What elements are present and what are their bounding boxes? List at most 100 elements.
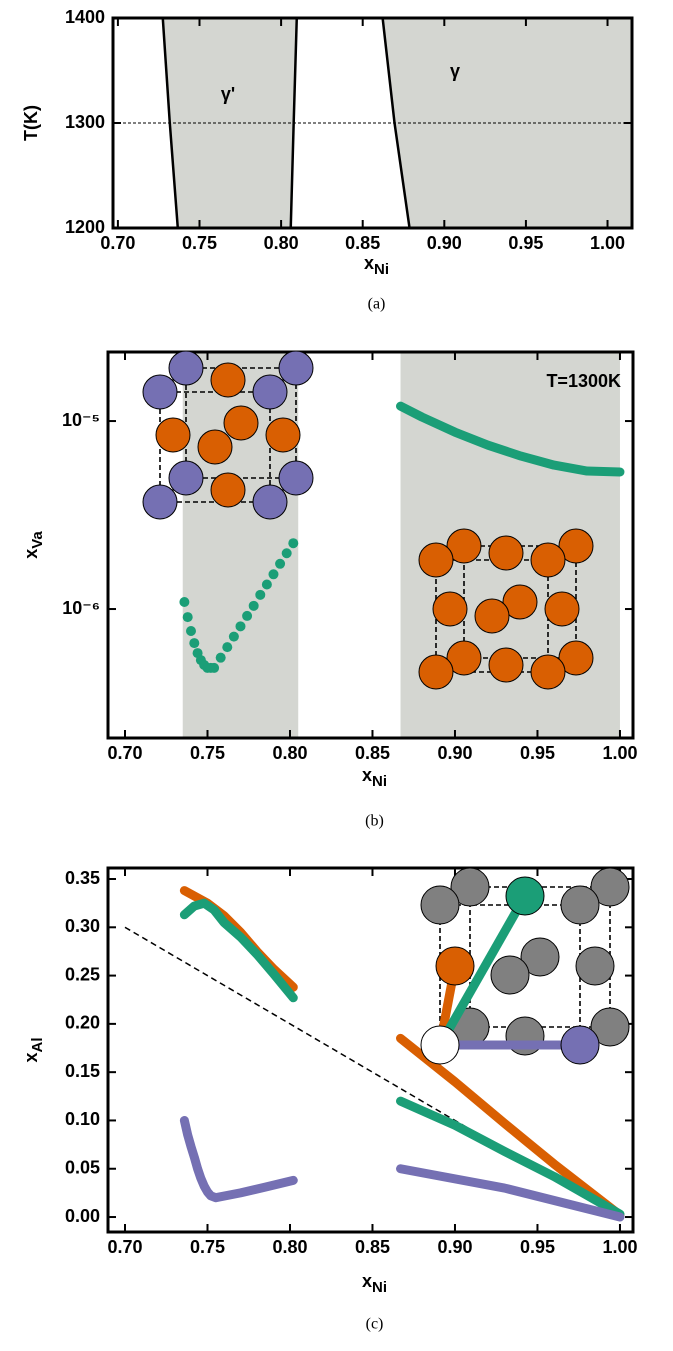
series-line [396, 1096, 625, 1219]
atom [168, 460, 204, 496]
data-point [182, 612, 193, 623]
axis-label: xVa [21, 531, 46, 559]
caption: (b) [365, 813, 384, 830]
crystal-inset [420, 867, 630, 1065]
atom [502, 584, 538, 620]
atom [590, 1007, 630, 1047]
axis-label-main: x [362, 1271, 372, 1291]
cell-edge [269, 477, 297, 503]
data-point [179, 596, 190, 607]
atom [252, 484, 288, 520]
y-tick-label: 0.30 [65, 916, 100, 936]
reference-line [124, 926, 621, 1218]
x-tick-label: 1.00 [602, 1237, 637, 1257]
atom [142, 374, 178, 410]
y-tick-label: 0.20 [65, 1013, 100, 1033]
atom [558, 640, 594, 676]
axis-label-main: x [21, 549, 41, 559]
atom [560, 1025, 600, 1065]
atom [197, 429, 233, 465]
x-tick-label: 0.90 [437, 1237, 472, 1257]
atom [435, 946, 475, 986]
x-tick-label: 0.75 [190, 743, 225, 763]
y-tick-label: 0.00 [65, 1206, 100, 1226]
data-point [228, 631, 239, 642]
caption: (c) [366, 1316, 384, 1333]
atom [490, 955, 530, 995]
x-tick-label: 0.80 [272, 1237, 307, 1257]
data-point [255, 589, 266, 600]
atom [265, 417, 301, 453]
x-tick-label: 0.75 [190, 1237, 225, 1257]
crystal-inset [142, 350, 314, 520]
x-tick-label: 1.00 [590, 233, 625, 253]
series-line [396, 1164, 625, 1222]
plot-frame [106, 350, 635, 740]
axis-label-main: x [364, 253, 374, 273]
atom [432, 591, 468, 627]
axis-label-sub: Va [29, 531, 46, 549]
x-tick-label: 0.70 [107, 743, 142, 763]
plot-area [113, 18, 632, 228]
plot-frame [106, 866, 635, 1234]
atom [155, 417, 191, 453]
data-point [189, 638, 200, 649]
atom [590, 867, 630, 907]
y-tick-label: 10⁻⁶ [62, 598, 100, 618]
atom [488, 535, 524, 571]
series-line [179, 1115, 298, 1203]
x-tick-label: 0.85 [355, 1237, 390, 1257]
atom [252, 374, 288, 410]
atom [278, 460, 314, 496]
atom [450, 867, 490, 907]
x-tick-label: 0.85 [355, 743, 390, 763]
atom [446, 640, 482, 676]
crystal-inset [418, 528, 594, 690]
phase-label: γ' [221, 84, 235, 104]
data-point [222, 642, 233, 653]
phase-region [382, 18, 632, 228]
y-tick-label: 0.35 [65, 868, 100, 888]
atom [418, 542, 454, 578]
atom [560, 885, 600, 925]
data-point [281, 548, 292, 559]
y-tick-label: 0.05 [65, 1157, 100, 1177]
series-line [179, 898, 298, 1003]
x-tick-label: 0.80 [272, 743, 307, 763]
x-tick-label: 0.90 [437, 743, 472, 763]
atom [420, 1025, 460, 1065]
axis-label-main: x [362, 765, 372, 785]
atom [446, 528, 482, 564]
x-tick-label: 0.70 [107, 1237, 142, 1257]
axis-label: xNi [362, 1271, 387, 1296]
y-tick-label: 1200 [65, 217, 105, 237]
bond [436, 893, 529, 1048]
plot-area [124, 926, 621, 1218]
data-point [268, 569, 279, 580]
atom [278, 350, 314, 386]
series-line [396, 1033, 625, 1220]
axis-label-sub: Ni [372, 773, 387, 790]
atom [488, 647, 524, 683]
atom [530, 654, 566, 690]
axis-label: xAl [21, 1037, 46, 1062]
data-point [248, 600, 259, 611]
atom [142, 484, 178, 520]
data-point [215, 652, 226, 663]
cell-edge [269, 367, 297, 393]
data-point [275, 558, 286, 569]
x-tick-label: 0.95 [508, 233, 543, 253]
axis-label: T(K) [21, 105, 41, 141]
cell-edge [159, 477, 187, 503]
x-tick-label: 0.70 [100, 233, 135, 253]
y-tick-label: 1300 [65, 112, 105, 132]
axis-label: xNi [362, 765, 387, 790]
data-point [209, 662, 220, 673]
atom [223, 405, 259, 441]
data-point [288, 538, 299, 549]
x-tick-label: 0.75 [182, 233, 217, 253]
atom [420, 885, 460, 925]
atom [168, 350, 204, 386]
x-tick-label: 0.95 [520, 1237, 555, 1257]
